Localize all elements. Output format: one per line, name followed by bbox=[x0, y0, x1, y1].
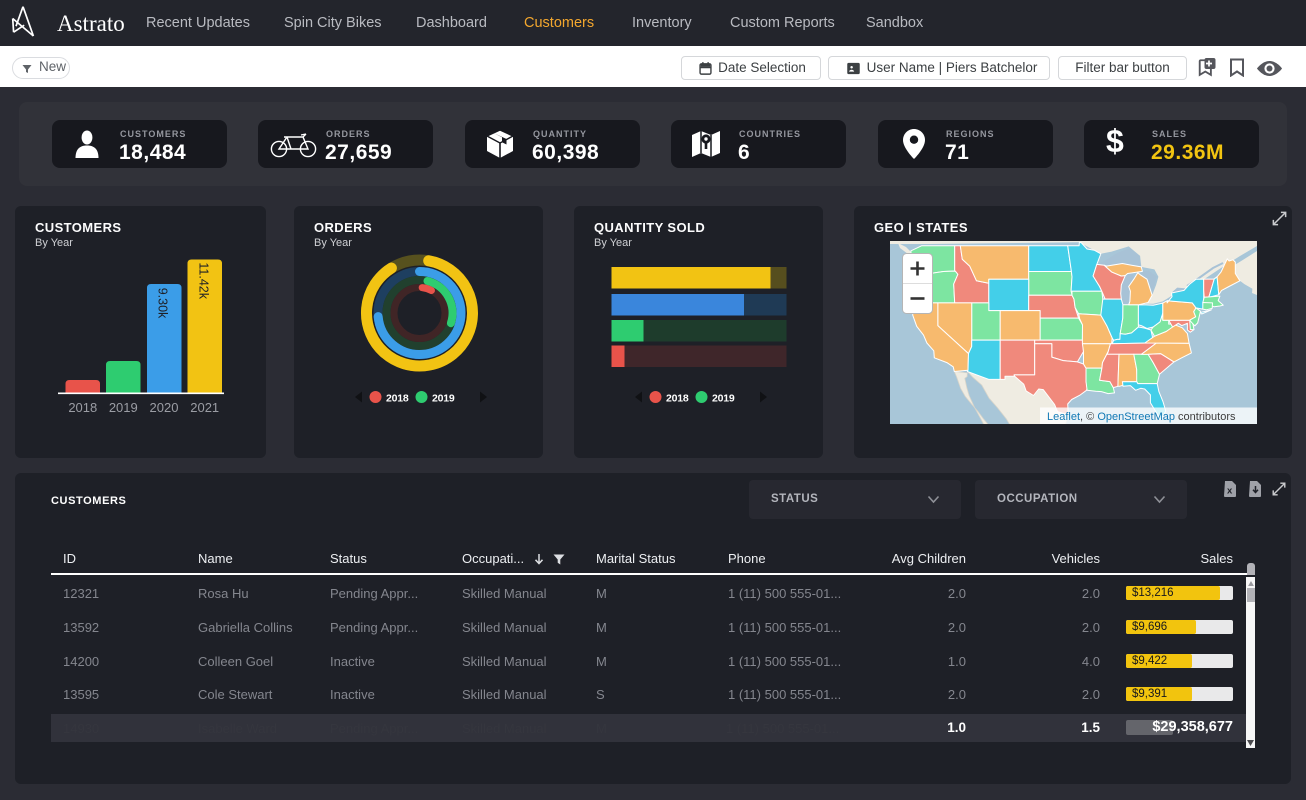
svg-text:11.42k: 11.42k bbox=[197, 262, 211, 299]
svg-text:2018: 2018 bbox=[68, 400, 97, 415]
svg-text:2019: 2019 bbox=[712, 393, 735, 405]
svg-text:2019: 2019 bbox=[432, 393, 455, 405]
svg-text:2021: 2021 bbox=[190, 400, 219, 415]
svg-text:2018: 2018 bbox=[386, 393, 409, 405]
svg-text:x: x bbox=[1227, 486, 1233, 497]
svg-text:2019: 2019 bbox=[109, 400, 138, 415]
svg-text:Leaflet, © OpenStreetMap contr: Leaflet, © OpenStreetMap contributors bbox=[1047, 411, 1236, 423]
svg-text:2018: 2018 bbox=[666, 393, 689, 405]
svg-text:9.30k: 9.30k bbox=[156, 288, 170, 319]
svg-text:2020: 2020 bbox=[150, 400, 179, 415]
